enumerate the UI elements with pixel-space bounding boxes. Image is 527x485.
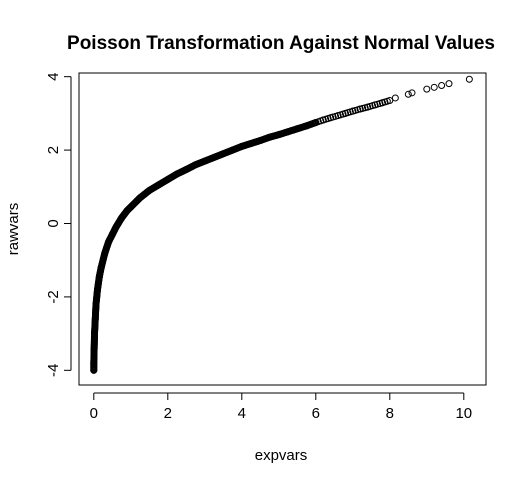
y-axis-label: rawvars bbox=[5, 203, 22, 256]
data-point bbox=[356, 105, 364, 113]
data-point bbox=[445, 80, 453, 88]
x-tick-label: 8 bbox=[386, 405, 394, 422]
data-point bbox=[210, 153, 218, 161]
data-point bbox=[91, 315, 99, 323]
data-points bbox=[90, 75, 473, 374]
data-point bbox=[118, 214, 126, 222]
data-point bbox=[349, 107, 357, 115]
data-point bbox=[371, 101, 379, 109]
data-point bbox=[404, 90, 412, 98]
data-point bbox=[123, 207, 131, 215]
y-tick-label: -2 bbox=[45, 290, 62, 303]
data-point bbox=[312, 119, 320, 127]
data-point bbox=[229, 146, 237, 154]
data-point bbox=[219, 150, 227, 158]
y-axis: -4 -2 0 2 4 bbox=[45, 72, 72, 377]
data-point bbox=[145, 186, 153, 194]
x-tick-label: 10 bbox=[455, 405, 472, 422]
data-point bbox=[164, 175, 172, 183]
x-tick-label: 6 bbox=[312, 405, 320, 422]
data-point bbox=[192, 161, 200, 169]
x-axis-label: expvars bbox=[255, 447, 308, 464]
data-point bbox=[423, 85, 431, 93]
data-point bbox=[97, 264, 105, 272]
x-tick-label: 0 bbox=[90, 405, 98, 422]
x-tick-label: 2 bbox=[164, 405, 172, 422]
x-axis: 0 2 4 6 8 10 bbox=[90, 392, 472, 422]
data-point bbox=[364, 103, 372, 111]
plot-frame bbox=[78, 72, 487, 386]
data-point bbox=[173, 170, 181, 178]
data-point bbox=[391, 94, 399, 102]
data-point bbox=[408, 89, 416, 97]
data-point bbox=[275, 131, 283, 139]
y-tick-label: -4 bbox=[45, 364, 62, 377]
data-point bbox=[90, 344, 98, 352]
data-point bbox=[319, 116, 327, 124]
data-point bbox=[90, 366, 98, 374]
data-point bbox=[303, 122, 311, 130]
y-tick-label: 4 bbox=[45, 72, 62, 80]
data-point bbox=[284, 128, 292, 136]
data-point bbox=[94, 286, 101, 294]
chart-title: Poisson Transformation Against Normal Va… bbox=[67, 33, 495, 54]
data-point bbox=[465, 75, 473, 83]
data-point bbox=[95, 273, 103, 281]
data-point bbox=[92, 300, 100, 308]
data-point bbox=[430, 83, 438, 91]
data-point bbox=[182, 166, 190, 174]
data-point bbox=[266, 133, 274, 141]
data-point bbox=[386, 97, 394, 105]
data-point bbox=[112, 223, 120, 231]
data-point bbox=[127, 203, 135, 211]
data-point bbox=[438, 81, 446, 89]
data-point bbox=[108, 231, 116, 239]
data-point bbox=[105, 238, 113, 246]
data-point bbox=[378, 99, 386, 107]
data-point bbox=[327, 114, 335, 122]
data-point bbox=[90, 359, 98, 367]
data-point bbox=[247, 139, 255, 147]
data-point bbox=[91, 330, 99, 338]
data-point bbox=[155, 181, 163, 189]
data-point bbox=[201, 157, 209, 165]
y-tick-label: 2 bbox=[45, 146, 62, 154]
data-point bbox=[136, 194, 144, 202]
data-point bbox=[101, 249, 109, 257]
data-point bbox=[256, 137, 264, 145]
x-tick-label: 4 bbox=[238, 405, 246, 422]
data-point bbox=[334, 112, 342, 120]
y-tick-label: 0 bbox=[45, 219, 62, 227]
data-point bbox=[293, 125, 301, 133]
data-point bbox=[341, 109, 349, 117]
data-point bbox=[238, 142, 246, 150]
